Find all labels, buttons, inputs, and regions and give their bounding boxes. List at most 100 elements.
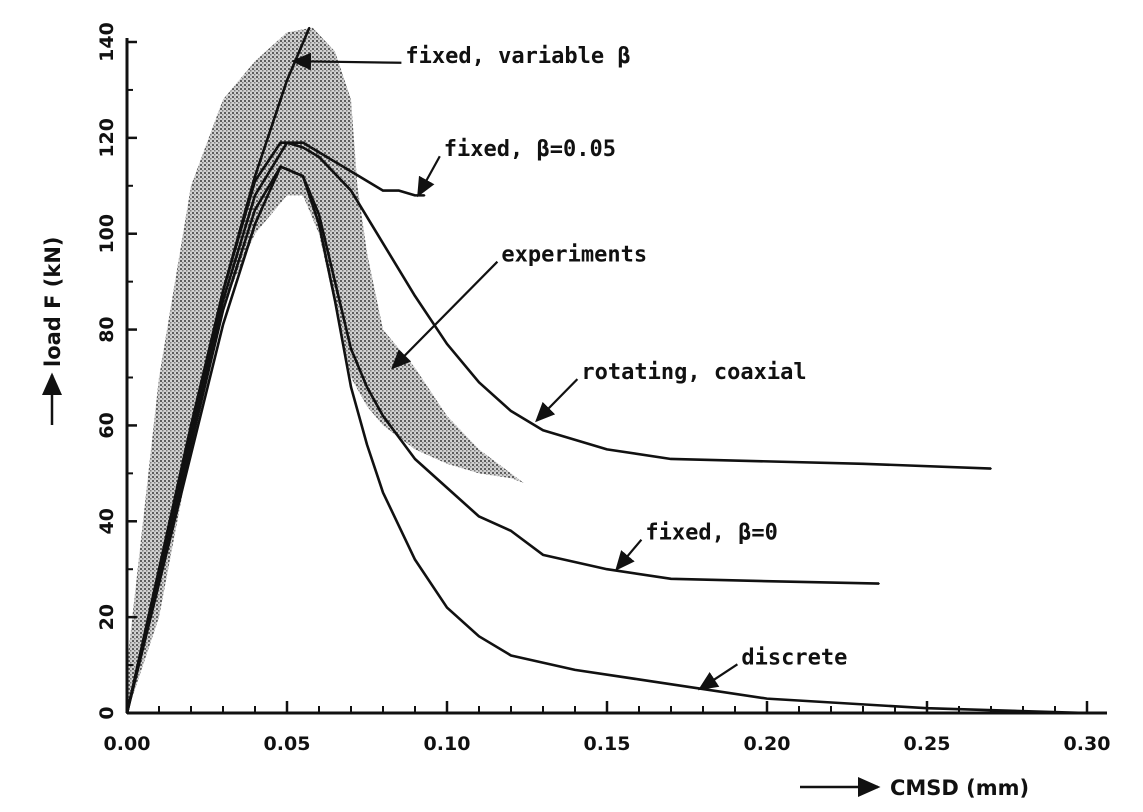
data-point-discrete	[446, 606, 448, 609]
data-point-rotating-coaxial	[414, 295, 416, 297]
x-axis-title-group: CMSD (mm)	[800, 776, 1029, 800]
ticks-layer: 0.00 0.05 0.10 0.15 0.20 0.25 0.30 0 20 40 60 80 100…	[96, 22, 1110, 755]
data-point-fixed-beta-0	[606, 568, 608, 571]
annotations-layer: fixed, variable β fixed, β=0.05 experiment…	[291, 44, 847, 691]
y-axis-title-group: load F (kN)	[41, 236, 65, 425]
data-point-fixed-beta-0-05	[398, 189, 400, 192]
data-point-rotating-coaxial	[382, 242, 384, 245]
data-point-fixed-beta-0-05	[254, 180, 256, 182]
data-point-fixed-beta-0	[542, 554, 544, 556]
data-point-fixed-beta-0	[318, 213, 320, 216]
data-point-fixed-beta-0	[478, 515, 480, 518]
axes-layer	[125, 38, 1107, 715]
data-point-discrete	[366, 443, 368, 446]
annotation-arrow-discrete	[697, 663, 739, 691]
data-point-fixed-beta-0	[766, 580, 768, 582]
data-point-rotating-coaxial	[542, 429, 544, 432]
data-point-discrete	[1086, 712, 1088, 714]
data-point-fixed-variable-beta	[254, 175, 256, 177]
data-point-discrete	[350, 386, 352, 388]
data-point-fixed-beta-0-05	[366, 180, 368, 182]
data-point-rotating-coaxial	[606, 448, 608, 451]
data-point-fixed-beta-0	[254, 208, 256, 211]
y-tick-label: 20	[96, 604, 118, 630]
annotation-label-rotating-coaxial: rotating, coaxial	[581, 360, 806, 385]
data-point-fixed-beta-0	[382, 415, 384, 417]
y-tick-label: 60	[96, 412, 118, 438]
data-point-fixed-beta-0	[670, 578, 672, 580]
data-point-rotating-coaxial	[318, 156, 320, 158]
data-point-fixed-beta-0	[190, 443, 192, 446]
data-point-discrete	[478, 635, 480, 638]
data-point-rotating-coaxial	[766, 460, 768, 463]
data-point-fixed-beta-0	[414, 458, 416, 460]
data-point-rotating-coaxial	[286, 141, 288, 144]
data-point-discrete	[302, 175, 304, 177]
data-point-fixed-variable-beta	[308, 26, 311, 29]
data-point-discrete	[254, 223, 256, 225]
annotation-label-fixed-beta-0-05: fixed, β=0.05	[444, 137, 616, 162]
data-point-rotating-coaxial	[478, 381, 480, 384]
data-point-discrete	[190, 453, 192, 455]
data-point-discrete	[766, 697, 768, 700]
data-point-fixed-beta-0-05	[279, 141, 282, 144]
annotation-arrow-fixed-beta-0	[615, 538, 643, 571]
data-point-fixed-beta-0-05	[423, 194, 426, 197]
data-point-rotating-coaxial	[222, 300, 224, 302]
x-tick-label: 0.15	[584, 733, 631, 755]
data-point-fixed-beta-0	[510, 530, 512, 532]
data-point-discrete	[510, 654, 512, 657]
x-tick-label: 0.30	[1064, 733, 1111, 755]
data-point-discrete	[318, 223, 320, 225]
data-point-rotating-coaxial	[302, 146, 304, 149]
data-point-fixed-beta-0-05	[318, 151, 320, 154]
data-point-fixed-beta-0-05	[414, 194, 416, 197]
annotation-label-experiments: experiments	[501, 243, 647, 268]
annotation-arrow-experiments	[391, 260, 499, 370]
annotation-arrow-fixed-beta-0-05	[417, 155, 441, 198]
data-point-fixed-beta-0-05	[382, 189, 384, 192]
x-tick-label: 0.05	[264, 733, 311, 755]
experiments-band-layer	[127, 27, 524, 713]
data-point-discrete	[574, 669, 576, 671]
x-tick-label: 0.00	[104, 733, 151, 755]
y-tick-label: 100	[96, 214, 118, 254]
annotation-label-fixed-variable-beta: fixed, variable β	[405, 44, 630, 69]
data-point-discrete	[638, 678, 640, 681]
data-point-fixed-variable-beta	[286, 79, 288, 82]
data-point-rotating-coaxial	[990, 467, 992, 470]
y-tick-label: 140	[96, 22, 118, 62]
data-point-discrete	[222, 323, 224, 326]
data-point-fixed-beta-0-05	[334, 161, 336, 163]
x-tick-label: 0.20	[744, 733, 791, 755]
data-point-discrete	[926, 707, 928, 710]
data-point-rotating-coaxial	[254, 194, 256, 197]
data-point-fixed-beta-0-05	[302, 141, 304, 144]
series-line-rotating-coaxial	[125, 141, 992, 714]
data-point-rotating-coaxial	[446, 343, 448, 345]
data-point-fixed-beta-0-05	[350, 170, 352, 173]
annotation-label-fixed-beta-0: fixed, β=0	[645, 521, 777, 546]
data-point-discrete	[382, 491, 384, 494]
annotation-arrow-rotating-coaxial	[535, 378, 579, 423]
data-point-rotating-coaxial	[670, 458, 672, 460]
x-tick-label: 0.10	[424, 733, 471, 755]
data-point-fixed-beta-0-05	[222, 290, 224, 293]
data-point-discrete	[414, 558, 416, 561]
x-axis-label: CMSD (mm)	[890, 776, 1029, 800]
data-point-fixed-variable-beta	[190, 424, 192, 427]
series-layer	[125, 26, 1088, 715]
annotation-arrow-fixed-variable-beta	[291, 52, 402, 71]
data-point-rotating-coaxial	[862, 462, 864, 465]
data-point-rotating-coaxial	[350, 189, 352, 192]
data-point-rotating-coaxial	[510, 410, 512, 412]
data-point-fixed-beta-0	[350, 347, 352, 350]
data-point-discrete	[126, 712, 128, 714]
y-tick-label: 40	[96, 508, 118, 534]
data-point-fixed-beta-0	[878, 582, 880, 585]
y-axis-label: load F (kN)	[41, 236, 65, 367]
data-point-discrete	[279, 165, 282, 168]
y-tick-label: 0	[96, 706, 118, 719]
data-point-discrete	[334, 300, 336, 302]
